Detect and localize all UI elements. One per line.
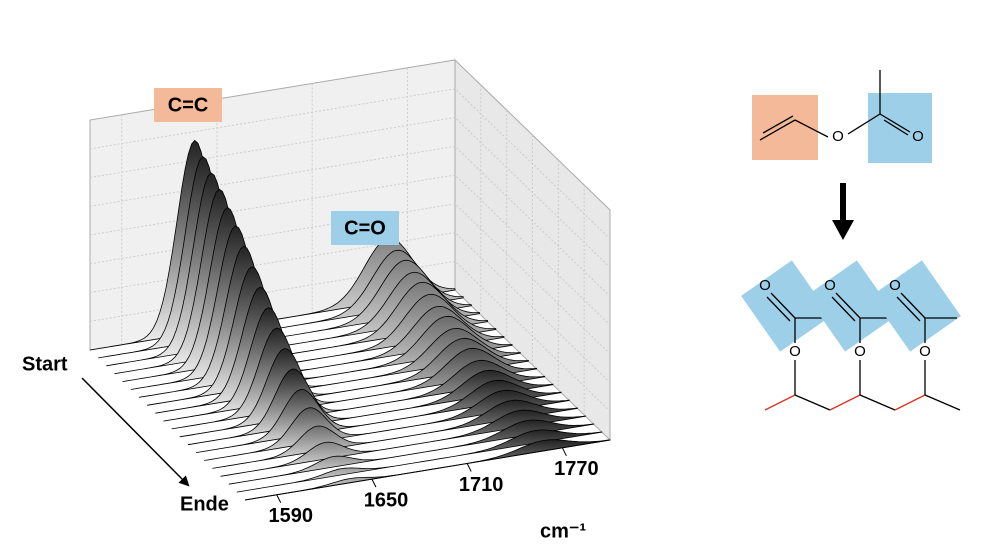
depth-label: Start bbox=[22, 353, 68, 375]
tick-mark bbox=[561, 447, 567, 457]
backbone-bond bbox=[924, 394, 961, 411]
depth-arrow bbox=[81, 377, 190, 487]
peak-label: C=C bbox=[168, 94, 209, 116]
atom-label: O bbox=[789, 343, 801, 360]
spectrum bbox=[220, 409, 586, 477]
acetyl-highlight bbox=[871, 260, 961, 352]
pendant-bonds bbox=[896, 292, 957, 395]
vinyl-highlight bbox=[752, 95, 818, 160]
atom-label: O bbox=[832, 128, 844, 145]
peak-label: C=O bbox=[344, 217, 386, 239]
axis-line bbox=[244, 439, 611, 501]
backbone-bond bbox=[794, 394, 831, 411]
atom-label: O bbox=[854, 343, 866, 360]
peak-label-box bbox=[331, 211, 399, 245]
x-tick-label: 1590 bbox=[268, 505, 313, 527]
polymer: O O O O O O bbox=[741, 260, 961, 411]
pendant-bonds bbox=[766, 292, 827, 395]
wall-grid bbox=[89, 203, 611, 355]
monomer-bonds bbox=[759, 70, 911, 141]
peak-label-box bbox=[154, 88, 222, 122]
atom-label: O bbox=[824, 277, 836, 294]
spectrum bbox=[228, 419, 595, 485]
x-tick-label: 1770 bbox=[554, 458, 599, 480]
acetyl-highlight bbox=[868, 93, 932, 163]
spectrum bbox=[212, 399, 578, 469]
waterfall-plot: 1590 1650 1710 1770 C=C C=O Start Ende cm⁻¹ bbox=[22, 58, 611, 542]
acetyl-highlight bbox=[741, 260, 831, 352]
atom-label: O bbox=[759, 277, 771, 294]
backbone-bond bbox=[859, 394, 896, 411]
atom-label: O bbox=[889, 277, 901, 294]
reaction-arrowhead bbox=[832, 220, 854, 240]
backbone-bond bbox=[894, 394, 926, 411]
x-axis-label: cm⁻¹ bbox=[540, 520, 586, 542]
atom-label: O bbox=[919, 343, 931, 360]
tick-mark bbox=[371, 478, 377, 488]
structures: O O O O O O bbox=[741, 70, 961, 411]
acetyl-highlight bbox=[806, 260, 896, 352]
tick-mark bbox=[466, 463, 472, 472]
depth-label: Ende bbox=[180, 493, 229, 515]
tick-mark bbox=[276, 494, 282, 504]
backbone-bond bbox=[829, 394, 861, 411]
wall-grid bbox=[89, 145, 611, 297]
x-tick-label: 1650 bbox=[364, 489, 409, 511]
backbone-bond bbox=[764, 394, 796, 411]
wall-grid bbox=[89, 174, 611, 326]
pendant-bonds bbox=[831, 292, 892, 395]
atom-label: O bbox=[912, 128, 924, 145]
x-tick-label: 1710 bbox=[459, 474, 504, 496]
spectrum bbox=[236, 429, 603, 493]
